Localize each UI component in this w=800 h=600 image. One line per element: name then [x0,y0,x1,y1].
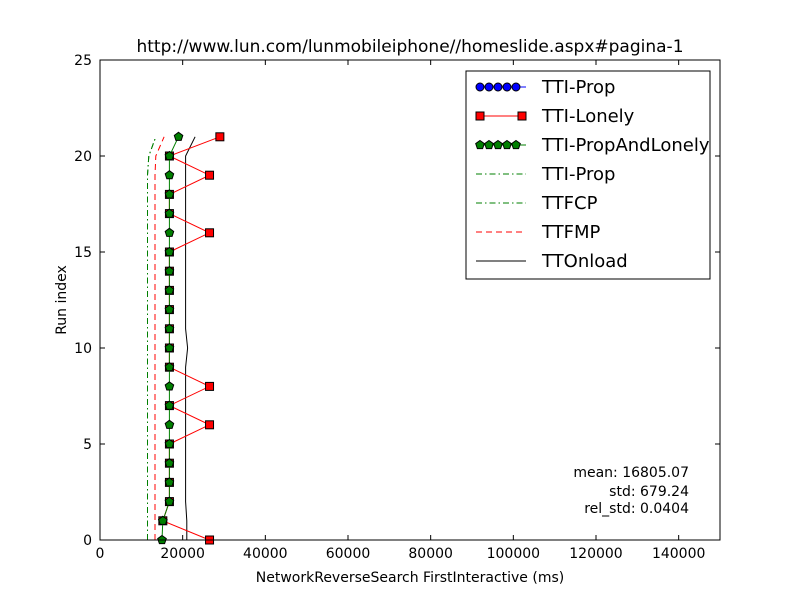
data-point [164,381,175,391]
series-tti-propandlonely-2 [157,131,184,545]
data-point [164,208,175,218]
stats-annotation: mean: 16805.07 std: 679.24 rel_std: 0.04… [573,465,689,517]
legend-marker [475,139,485,150]
data-point [164,170,175,180]
legend-box [465,70,711,280]
data-point [164,266,175,276]
legend-marker [475,111,485,121]
legend-label: TTFCP [541,193,598,214]
x-tick-label: 120000 [569,546,622,562]
legend-label: TTI-Lonely [541,106,635,127]
legend-item: TTI-Prop [476,164,615,185]
data-point [164,304,175,314]
stats-rel-std: rel_std: 0.0404 [584,501,689,517]
plot-frame [99,59,721,541]
y-tick-label: 0 [83,533,92,549]
x-tick-label: 0 [96,546,105,562]
data-point [173,131,184,141]
x-axis-label: NetworkReverseSearch FirstInteractive (m… [256,570,564,586]
data-point [164,458,175,468]
legend-marker [517,111,527,121]
y-tick-label: 5 [83,437,92,453]
legend-item: TTFMP [476,222,601,243]
legend-marker [502,82,512,92]
data-point [164,438,175,449]
legend-item: TTFCP [476,193,598,214]
stats-mean: mean: 16805.07 [573,465,689,481]
series-ttonload-6 [185,136,196,540]
legend-label: TTFMP [541,222,601,243]
series-line [185,136,196,540]
data-point [164,189,175,199]
data-point [205,381,215,391]
legend-item: TTI-Lonely [475,106,635,127]
series-line [154,136,165,540]
legend-marker [484,82,494,92]
legend-marker [493,139,503,150]
x-tick-label: 100000 [487,546,540,562]
y-tick-label: 15 [74,245,92,261]
x-axis: 0 20000 40000 60000 80000 100000 120000 140000 [96,60,705,562]
legend-label: TTI-Prop [541,164,615,185]
data-point [164,477,175,487]
legend-marker [511,82,521,92]
legend: TTI-Prop TTI-Lonely TTI-PropAndLonely TTI-P… [465,70,711,280]
legend-label: TTI-PropAndLonely [541,135,710,156]
data-point [164,246,175,257]
y-tick-label: 20 [74,149,92,165]
data-point [164,150,175,161]
data-point [205,228,215,238]
data-point [205,420,215,430]
x-tick-label: 20000 [160,546,205,562]
data-point [157,515,168,525]
data-point [164,400,175,410]
x-tick-label: 80000 [408,546,453,562]
data-point [164,227,175,237]
legend-item: TTI-Prop [475,77,615,98]
x-tick-label: 60000 [326,546,371,562]
series-ttfmp-5 [154,136,165,540]
data-point [215,132,225,142]
legend-label: TTI-Prop [541,77,615,98]
legend-marker [484,139,494,150]
legend-label: TTOnload [541,251,628,272]
y-tick-label: 25 [74,53,92,69]
legend-item: TTI-PropAndLonely [475,135,710,156]
data-point [164,285,175,295]
legend-marker [511,139,521,150]
data-point [164,323,175,333]
x-tick-label: 40000 [243,546,288,562]
data-point [205,170,215,180]
plot-area [147,131,225,545]
legend-marker [493,82,503,92]
y-tick-label: 10 [74,341,92,357]
series-line [161,136,179,541]
legend-marker [502,139,512,150]
data-point [164,419,175,429]
data-point [164,362,175,372]
y-axis-label: Run index [54,265,70,335]
x-tick-label: 140000 [652,546,705,562]
stats-std: std: 679.24 [609,484,689,500]
data-point [164,496,175,506]
data-point [164,342,175,353]
legend-marker [475,82,485,92]
chart-title: http://www.lun.com/lunmobileiphone//home… [136,37,683,57]
legend-item: TTOnload [476,251,628,272]
y-axis: 0 5 10 15 20 25 [74,53,720,549]
